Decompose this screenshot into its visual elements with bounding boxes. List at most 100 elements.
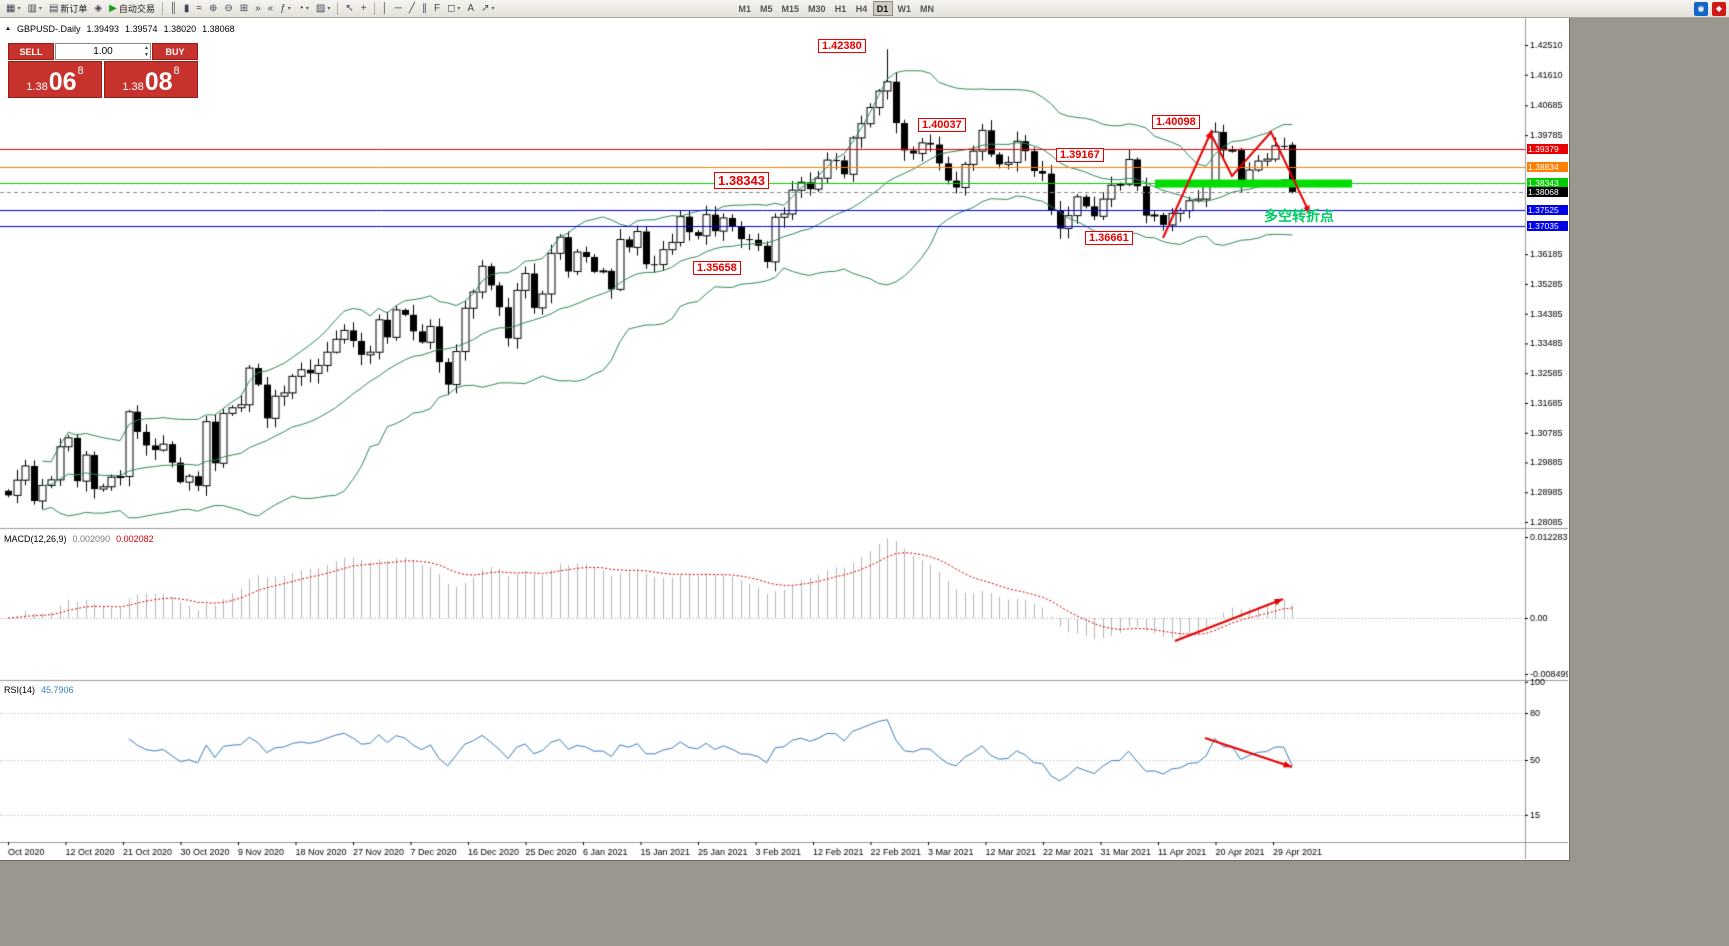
chevron-down-icon: ▾ xyxy=(491,6,495,12)
tile-windows-button[interactable]: ⊞ xyxy=(237,1,251,16)
timeframe-m30-button[interactable]: M30 xyxy=(804,1,830,16)
vertical-line-button[interactable]: │ xyxy=(379,1,391,16)
main-toolbar: ▦ ▾ ▥ ▾ ▤ 新订单 ◈ ▶ 自动交易 ║ ▮ ≈ ⊕ ⊖ ⊞» «ƒ ▾ ◔ ▾ ▨ ▾ ↖ + │ ─ ╱ ∥ F ◻ ▾ A ↗ ▾… xyxy=(0,0,1729,18)
arrow-objects-icon: ↗ xyxy=(481,3,490,14)
price-scale-marker: 1.38343 xyxy=(1527,177,1568,188)
cursor-icon: ↖ xyxy=(345,3,354,14)
new-chart-icon: ▦ xyxy=(6,3,16,14)
chart-window: ▲ GBPUSD-.Daily 1.39493 1.39574 1.38020 … xyxy=(0,18,1570,861)
timeframe-m15-button[interactable]: M15 xyxy=(778,1,804,16)
profiles-icon: ▥ xyxy=(27,3,37,14)
toolbar-separator xyxy=(373,2,375,15)
symbol-period-label: GBPUSD-.Daily xyxy=(16,24,81,34)
price-scale-marker: 1.37525 xyxy=(1527,204,1568,215)
crosshair-button[interactable]: + xyxy=(358,1,370,16)
equidistant-channel-icon: ∥ xyxy=(421,3,427,14)
ohlc-high-value: 1.39574 xyxy=(125,24,158,34)
text-label-icon: A xyxy=(467,3,475,14)
spinner-up-icon[interactable]: ▲ xyxy=(144,45,149,51)
fibonacci-icon: F xyxy=(433,3,441,14)
sell-button[interactable]: SELL xyxy=(8,43,54,60)
turning-point-label[interactable]: 多空转折点 xyxy=(1264,208,1334,224)
price-annotation-box[interactable]: 1.35658 xyxy=(693,261,741,275)
new-order-button[interactable]: ▤ 新订单 xyxy=(46,1,90,16)
rsi-indicator-label: RSI(14) 45.7906 xyxy=(4,685,74,695)
arrow-objects-button[interactable]: ↗ ▾ xyxy=(478,1,497,16)
toolbar-separator xyxy=(161,2,163,15)
price-annotation-box[interactable]: 1.40037 xyxy=(918,118,966,132)
macd-value-signal: 0.002082 xyxy=(116,534,154,544)
chevron-down-icon: ▾ xyxy=(305,6,309,12)
buy-price-sup: 8 xyxy=(173,65,180,77)
price-annotation-box[interactable]: 1.38343 xyxy=(714,172,769,189)
indicators-button[interactable]: ƒ ▾ xyxy=(277,1,294,16)
toolbar-separator xyxy=(337,2,339,15)
vertical-line-icon: │ xyxy=(381,3,388,14)
sell-price-button[interactable]: 1.38 06 8 xyxy=(8,61,102,98)
tile-windows-icon: ⊞ xyxy=(239,3,249,14)
autotrading-label: 自动交易 xyxy=(118,4,155,14)
timeframe-mn-button[interactable]: MN xyxy=(916,1,938,16)
price-scale-marker: 1.38834 xyxy=(1527,161,1568,172)
community-button[interactable]: ◉ xyxy=(1694,1,1708,16)
trendline-button[interactable]: ╱ xyxy=(406,1,418,16)
cursor-button[interactable]: ↖ xyxy=(342,1,356,16)
templates-icon: ▨ xyxy=(315,3,326,14)
zoom-in-button[interactable]: ⊕ xyxy=(206,1,220,16)
chevron-down-icon: ▾ xyxy=(327,6,331,12)
periods-button[interactable]: ◔ ▾ xyxy=(295,1,312,16)
auto-scroll-button[interactable]: » xyxy=(252,1,264,16)
one-click-trading-panel: SELL 1.00 ▲ ▼ BUY 1.38 06 8 1.38 0 xyxy=(8,43,198,98)
autotrading-button[interactable]: ▶ 自动交易 xyxy=(106,1,158,16)
new-chart-button[interactable]: ▦ ▾ xyxy=(3,1,23,16)
shapes-icon: ◻ xyxy=(447,3,456,14)
chart-line-icon: ≈ xyxy=(196,3,202,14)
timeframe-m1-button[interactable]: M1 xyxy=(734,1,755,16)
crosshair-icon: + xyxy=(360,3,367,14)
shapes-button[interactable]: ◻ ▾ xyxy=(444,1,463,16)
buy-price-button[interactable]: 1.38 08 8 xyxy=(104,61,198,98)
timeframe-h1-button[interactable]: H1 xyxy=(831,1,851,16)
text-label-button[interactable]: A xyxy=(464,1,477,16)
buy-button[interactable]: BUY xyxy=(152,43,198,60)
alerts-button[interactable]: ◆ xyxy=(1712,1,1726,16)
chart-line-button[interactable]: ≈ xyxy=(193,1,205,16)
zoom-out-button[interactable]: ⊖ xyxy=(221,1,235,16)
price-annotation-box[interactable]: 1.42380 xyxy=(818,39,866,53)
ohlc-close-value: 1.38068 xyxy=(202,24,235,34)
timeframe-m5-button[interactable]: M5 xyxy=(756,1,777,16)
fibonacci-button[interactable]: F xyxy=(431,1,443,16)
ohlc-open-value: 1.39493 xyxy=(86,24,120,34)
periods-icon: ◔ xyxy=(297,3,304,14)
chart-candles-button[interactable]: ▮ xyxy=(181,1,193,16)
chart-shift-button[interactable]: « xyxy=(265,1,277,16)
horizontal-line-button[interactable]: ─ xyxy=(392,1,405,16)
equidistant-channel-button[interactable]: ∥ xyxy=(419,1,430,16)
templates-button[interactable]: ▨ ▾ xyxy=(313,1,333,16)
price-annotation-box[interactable]: 1.40098 xyxy=(1152,115,1200,129)
indicators-icon: ƒ xyxy=(280,3,286,14)
timeframe-h4-button[interactable]: H4 xyxy=(852,1,872,16)
price-annotation-box[interactable]: 1.39167 xyxy=(1056,148,1104,162)
macd-name: MACD(12,26,9) xyxy=(4,534,67,544)
price-annotation-box[interactable]: 1.36661 xyxy=(1085,231,1133,245)
autotrading-icon: ▶ xyxy=(109,3,117,14)
price-chart-canvas[interactable] xyxy=(0,18,1568,859)
buy-price-prefix: 1.38 xyxy=(122,81,144,93)
horizontal-line-icon: ─ xyxy=(394,3,402,14)
new-order-label: 新订单 xyxy=(60,4,88,14)
volume-field[interactable]: 1.00 ▲ ▼ xyxy=(55,43,151,60)
chart-shift-icon: « xyxy=(267,3,274,14)
spinner-down-icon[interactable]: ▼ xyxy=(144,51,149,58)
price-scale-marker: 1.38068 xyxy=(1527,186,1568,197)
metaeditor-button[interactable]: ◈ xyxy=(91,1,105,16)
price-scale-marker: 1.37035 xyxy=(1527,221,1568,232)
buy-price-big: 08 xyxy=(144,68,173,96)
timeframe-d1-button[interactable]: D1 xyxy=(872,1,893,16)
chart-bars-button[interactable]: ║ xyxy=(167,1,180,16)
volume-spinner[interactable]: ▲ ▼ xyxy=(144,45,149,58)
one-click-toggle-icon[interactable]: ▲ xyxy=(5,26,11,32)
profiles-button[interactable]: ▥ ▾ xyxy=(24,1,44,16)
chart-bars-icon: ║ xyxy=(169,3,177,14)
timeframe-w1-button[interactable]: W1 xyxy=(894,1,916,16)
